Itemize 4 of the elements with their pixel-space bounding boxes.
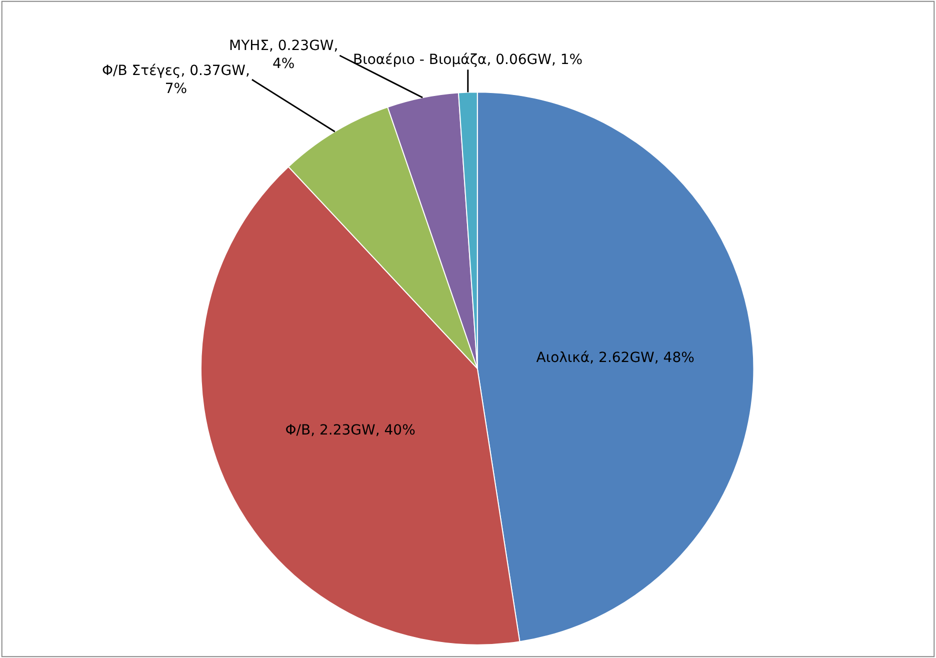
slice-label: Αιολικά, 2.62GW, 48%: [536, 350, 694, 366]
slice-label: Βιοαέριο - Βιομάζα, 0.06GW, 1%: [353, 52, 583, 68]
slice-label: Φ/Β, 2.23GW, 40%: [285, 422, 416, 438]
slice-label: Φ/Β Στέγες, 0.37GW, 7%: [102, 63, 250, 98]
